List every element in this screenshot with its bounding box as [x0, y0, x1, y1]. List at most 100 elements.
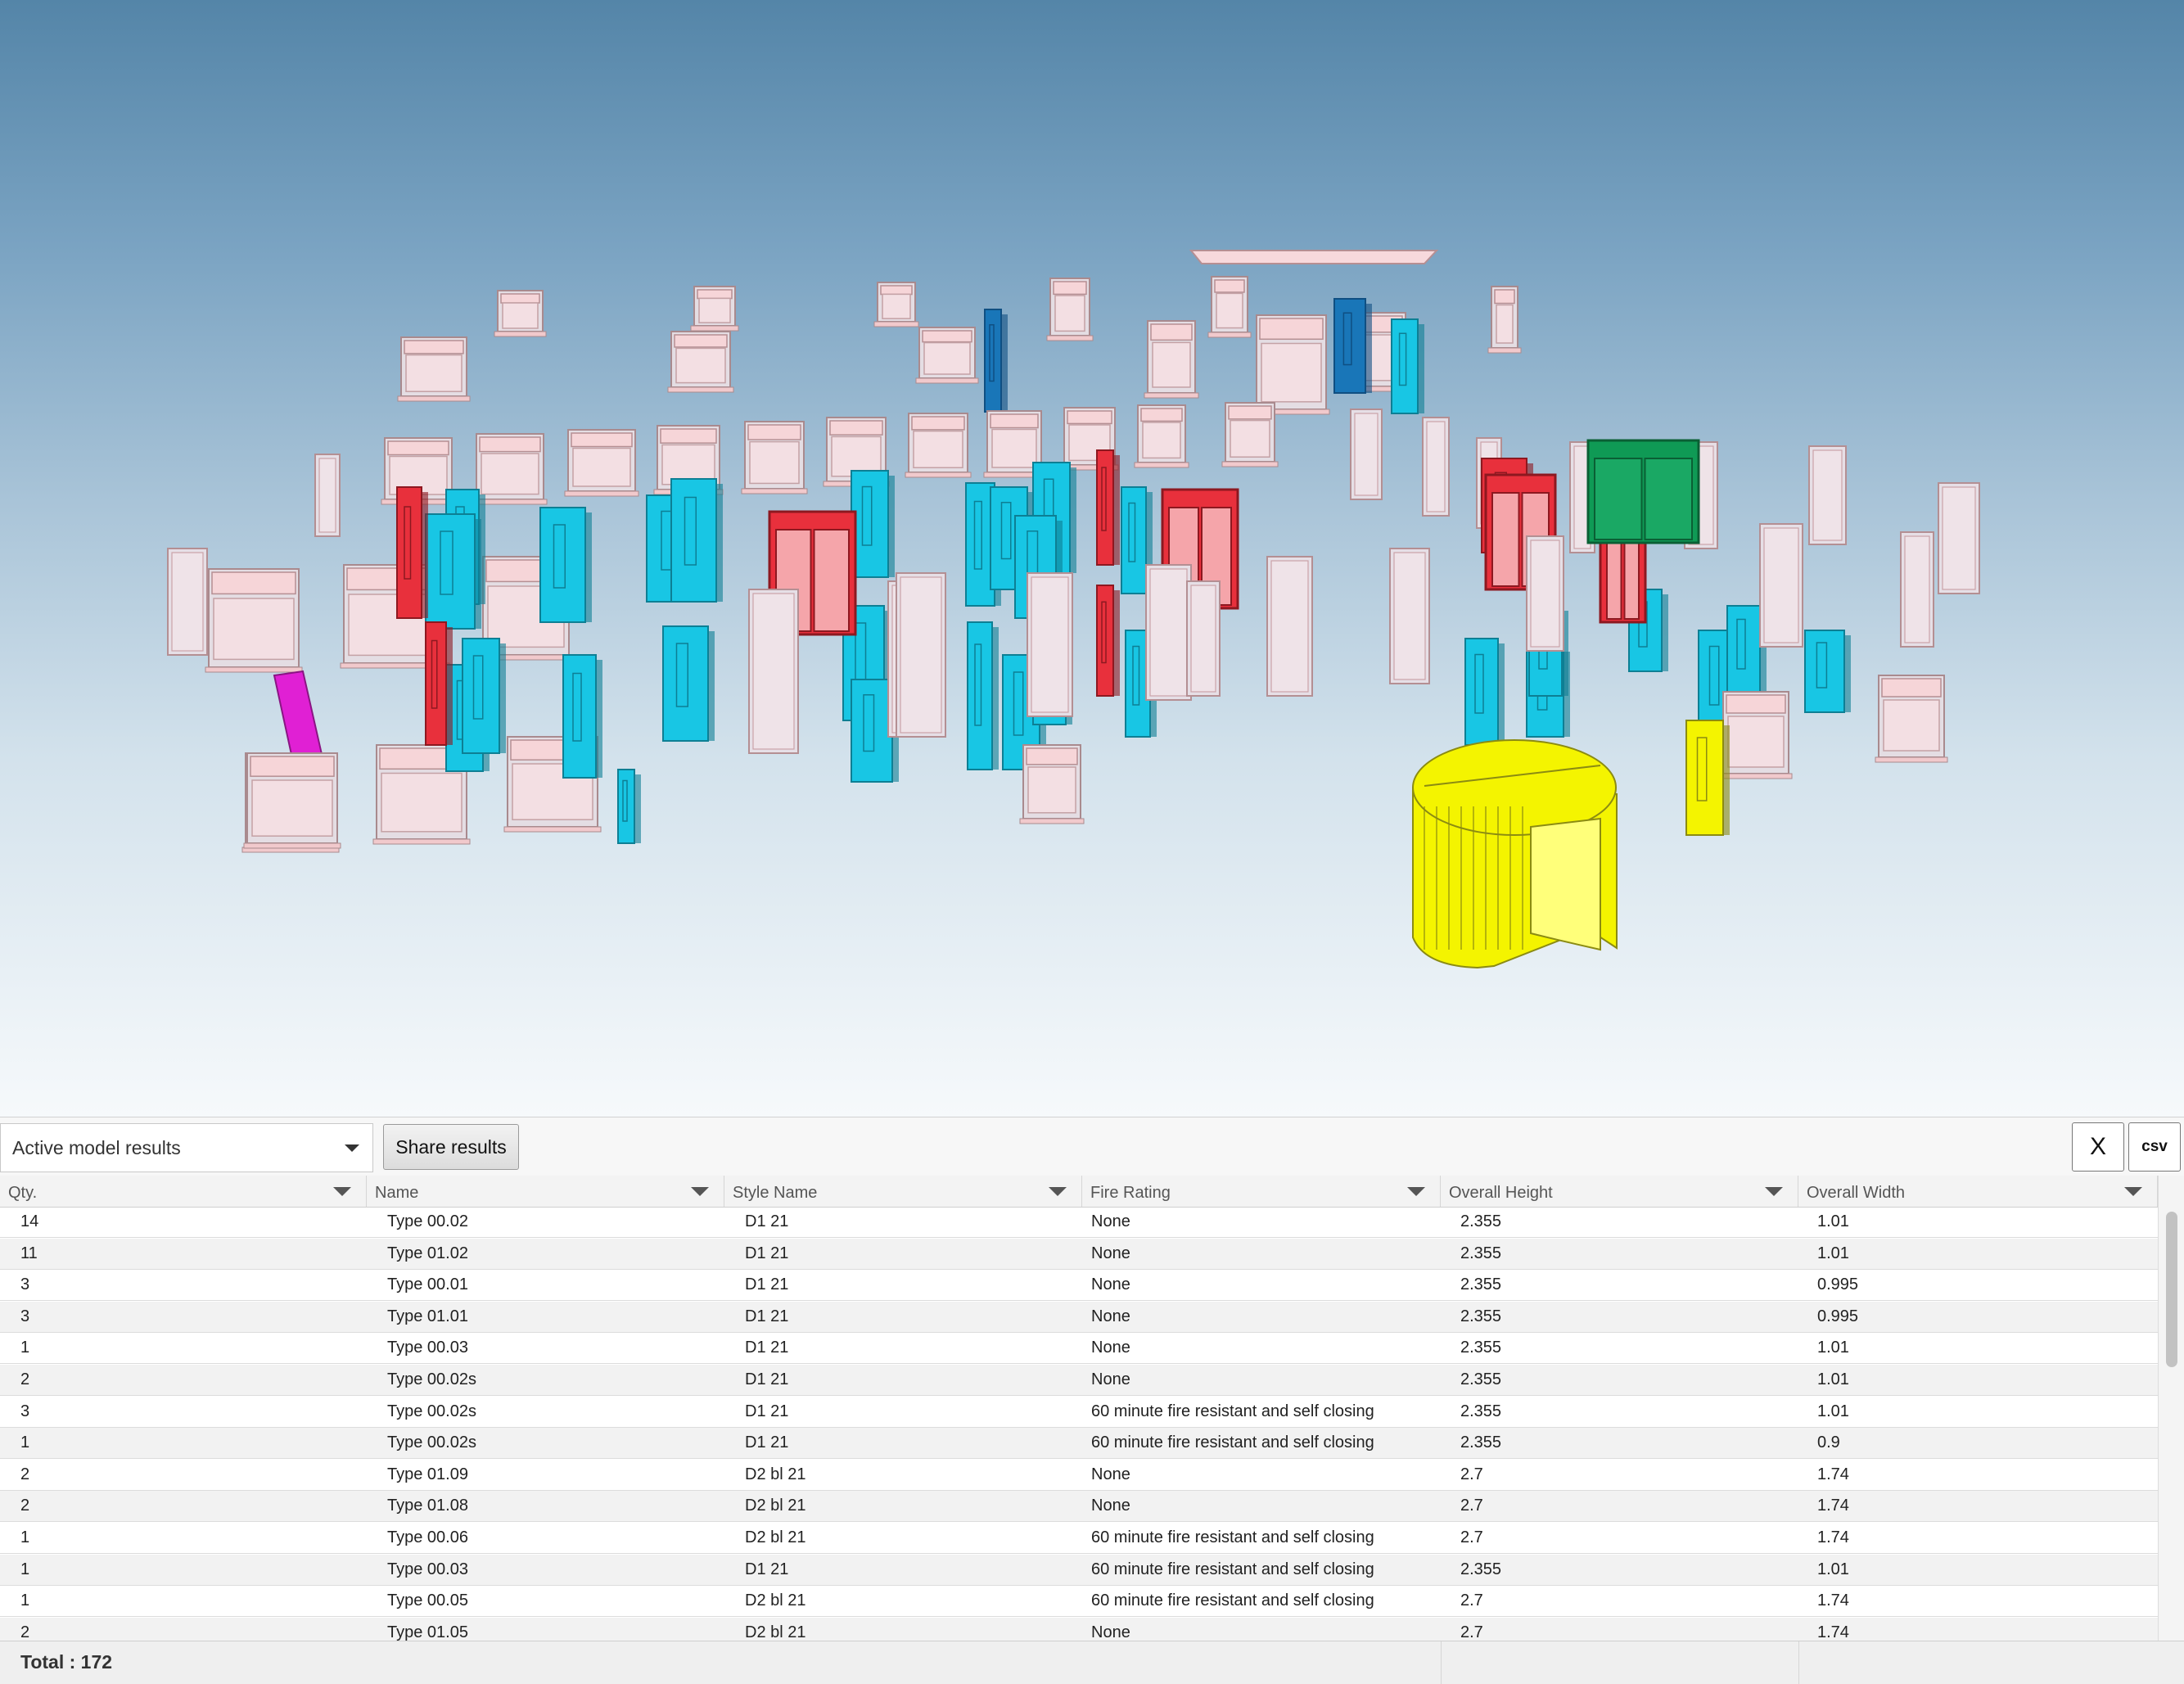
window-element[interactable]: [653, 425, 724, 495]
window-element[interactable]: [896, 572, 946, 738]
door-element[interactable]: [1628, 589, 1668, 672]
window-element[interactable]: [503, 736, 602, 833]
window-element[interactable]: [243, 752, 341, 849]
column-menu-icon[interactable]: [1765, 1187, 1783, 1196]
door-element[interactable]: [1333, 298, 1372, 394]
share-results-button[interactable]: Share results: [383, 1124, 519, 1170]
table-row[interactable]: 3 Type 00.02s D1 21 60 minute fire resistan…: [0, 1397, 2158, 1428]
table-scrollbar[interactable]: [2158, 1176, 2184, 1641]
table-row[interactable]: 3 Type 01.01 D1 21 None 2.355 0.995: [0, 1301, 2158, 1333]
window-element[interactable]: [1221, 402, 1279, 467]
window-element[interactable]: [1144, 320, 1199, 399]
table-row[interactable]: 3 Type 00.01 D1 21 None 2.355 0.995: [0, 1270, 2158, 1302]
column-menu-icon[interactable]: [333, 1187, 351, 1196]
door-element[interactable]: [562, 654, 602, 779]
door-element[interactable]: [1391, 318, 1424, 414]
table-row[interactable]: 2 Type 01.05 D2 bl 21 None 2.7 1.74: [0, 1617, 2158, 1641]
window-element[interactable]: [1487, 286, 1522, 354]
window-element[interactable]: [1422, 417, 1450, 517]
window-element[interactable]: [167, 548, 208, 656]
window-element[interactable]: [1875, 675, 1948, 763]
door-element[interactable]: [1121, 486, 1153, 594]
table-row[interactable]: 2 Type 01.09 D2 bl 21 None 2.7 1.74: [0, 1460, 2158, 1491]
column-menu-icon[interactable]: [691, 1187, 709, 1196]
column-menu-icon[interactable]: [1049, 1187, 1067, 1196]
door-element[interactable]: [1096, 449, 1120, 566]
scrollbar-thumb[interactable]: [2166, 1212, 2177, 1367]
window-element[interactable]: [494, 290, 547, 337]
window-element[interactable]: [690, 286, 739, 332]
door-element[interactable]: [662, 625, 715, 742]
table-row[interactable]: 2 Type 01.08 D2 bl 21 None 2.7 1.74: [0, 1491, 2158, 1523]
window-element[interactable]: [1389, 548, 1430, 684]
window-element[interactable]: [1019, 744, 1085, 824]
window-element[interactable]: [1808, 445, 1847, 545]
window-element[interactable]: [1134, 404, 1189, 468]
window-element[interactable]: [1350, 409, 1383, 500]
window-element[interactable]: [397, 336, 471, 402]
window-element[interactable]: [564, 429, 639, 497]
window-element[interactable]: [1526, 535, 1564, 652]
door-element[interactable]: [967, 621, 999, 770]
door-element[interactable]: [425, 621, 453, 746]
door-element[interactable]: [425, 513, 481, 630]
window-element[interactable]: [1938, 482, 1980, 594]
table-row[interactable]: 1 Type 00.05 D2 bl 21 60 minute fire resist…: [0, 1586, 2158, 1618]
revolving-door-element[interactable]: [1412, 739, 1618, 969]
window-element[interactable]: [1207, 276, 1252, 338]
window-element[interactable]: [205, 568, 303, 673]
table-row[interactable]: 2 Type 00.02s D1 21 None 2.355 1.01: [0, 1365, 2158, 1396]
window-element[interactable]: [472, 433, 548, 505]
door-element[interactable]: [1726, 605, 1767, 697]
door-element[interactable]: [462, 638, 506, 754]
door-window-model-scene[interactable]: [0, 0, 2184, 1117]
double-door-element[interactable]: [1586, 439, 1700, 544]
window-element[interactable]: [1046, 278, 1094, 341]
window-element[interactable]: [741, 421, 808, 494]
table-row[interactable]: 1 Type 00.06 D2 bl 21 60 minute fire resist…: [0, 1523, 2158, 1554]
close-button[interactable]: X: [2072, 1122, 2124, 1172]
column-header[interactable]: Qty.: [0, 1176, 367, 1207]
window-element[interactable]: [983, 410, 1045, 478]
window-element[interactable]: [667, 331, 734, 393]
window-element[interactable]: [905, 413, 972, 478]
door-element[interactable]: [1804, 630, 1851, 713]
model-results-select[interactable]: Active model results: [0, 1123, 373, 1172]
door-element[interactable]: [539, 507, 592, 623]
window-element[interactable]: [873, 282, 919, 327]
window-element[interactable]: [1027, 572, 1073, 717]
door-element[interactable]: [1464, 638, 1505, 746]
3d-model-viewport[interactable]: [0, 0, 2184, 1117]
window-element[interactable]: [1759, 523, 1803, 648]
column-header[interactable]: Overall Height: [1441, 1176, 1798, 1207]
table-row[interactable]: 1 Type 00.02s D1 21 60 minute fire resistan…: [0, 1428, 2158, 1460]
window-element[interactable]: [1252, 314, 1330, 415]
skylight-element[interactable]: [1189, 250, 1439, 264]
window-element[interactable]: [748, 589, 799, 754]
column-header[interactable]: Fire Rating: [1082, 1176, 1441, 1207]
column-header[interactable]: Style Name: [724, 1176, 1082, 1207]
door-element[interactable]: [617, 769, 641, 844]
table-row[interactable]: 1 Type 00.03 D1 21 60 minute fire resistant…: [0, 1554, 2158, 1586]
door-element[interactable]: [396, 486, 428, 619]
window-element[interactable]: [1145, 564, 1192, 701]
door-element[interactable]: [670, 478, 723, 603]
window-element[interactable]: [314, 454, 341, 537]
table-row[interactable]: 14 Type 00.02 D1 21 None 2.355 1.01: [0, 1207, 2158, 1238]
door-element[interactable]: [1685, 720, 1730, 836]
window-element[interactable]: [915, 327, 979, 384]
column-menu-icon[interactable]: [1407, 1187, 1425, 1196]
door-element[interactable]: [984, 309, 1008, 413]
window-element[interactable]: [1266, 556, 1313, 697]
door-element[interactable]: [851, 470, 895, 578]
table-row[interactable]: 1 Type 00.03 D1 21 None 2.355 1.01: [0, 1333, 2158, 1365]
window-element[interactable]: [1186, 580, 1221, 697]
export-csv-button[interactable]: csv: [2128, 1122, 2181, 1172]
column-menu-icon[interactable]: [2124, 1187, 2142, 1196]
window-element[interactable]: [1900, 531, 1934, 648]
column-header[interactable]: Overall Width: [1798, 1176, 2158, 1207]
door-element[interactable]: [1096, 585, 1120, 697]
table-row[interactable]: 11 Type 01.02 D1 21 None 2.355 1.01: [0, 1238, 2158, 1270]
column-header[interactable]: Name: [367, 1176, 724, 1207]
window-element[interactable]: [1719, 691, 1793, 779]
